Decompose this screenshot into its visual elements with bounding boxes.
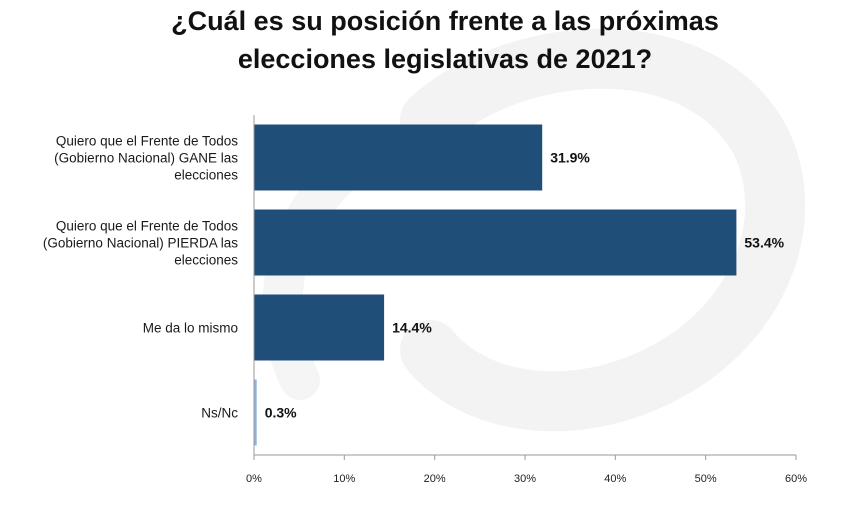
x-axis: 0% 10% 20% 30% 40% 50% 60% bbox=[246, 115, 807, 485]
chart-title-line-1: ¿Cuál es su posición frente a las próxim… bbox=[171, 6, 719, 36]
category-label-line: Me da lo mismo bbox=[143, 321, 238, 336]
bar-2 bbox=[254, 209, 737, 276]
category-label-2: Quiero que el Frente de Todos (Gobierno N… bbox=[43, 219, 238, 268]
x-tick-label: 10% bbox=[333, 473, 355, 485]
x-tick-label: 60% bbox=[785, 473, 807, 485]
x-tick-label: 30% bbox=[514, 473, 536, 485]
chart-title: ¿Cuál es su posición frente a las próxim… bbox=[171, 6, 719, 74]
plot-area: 31.9% Quiero que el Frente de Todos (Gobie… bbox=[43, 124, 785, 446]
x-tick-label: 0% bbox=[246, 473, 262, 485]
data-label-3: 14.4% bbox=[392, 320, 432, 336]
x-tick-label: 50% bbox=[695, 473, 717, 485]
category-label-3: Me da lo mismo bbox=[143, 321, 238, 336]
category-label-line: elecciones bbox=[174, 253, 238, 268]
bar-1 bbox=[254, 124, 543, 191]
category-label-4: Ns/Nc bbox=[201, 406, 238, 421]
chart-title-line-2: elecciones legislativas de 2021? bbox=[238, 44, 652, 74]
data-label-1: 31.9% bbox=[550, 150, 590, 166]
category-label-line: elecciones bbox=[174, 168, 238, 183]
data-label-4: 0.3% bbox=[265, 405, 297, 421]
data-label-2: 53.4% bbox=[744, 235, 784, 251]
category-label-1: Quiero que el Frente de Todos (Gobierno N… bbox=[54, 134, 238, 183]
x-tick-label: 40% bbox=[604, 473, 626, 485]
bar-4 bbox=[254, 379, 257, 446]
bar-3 bbox=[254, 294, 385, 361]
category-label-line: (Gobierno Nacional) PIERDA las bbox=[43, 236, 238, 251]
category-label-line: Ns/Nc bbox=[201, 406, 238, 421]
category-label-line: Quiero que el Frente de Todos bbox=[56, 219, 238, 234]
x-tick-label: 20% bbox=[424, 473, 446, 485]
category-label-line: (Gobierno Nacional) GANE las bbox=[54, 151, 238, 166]
category-label-line: Quiero que el Frente de Todos bbox=[56, 134, 238, 149]
